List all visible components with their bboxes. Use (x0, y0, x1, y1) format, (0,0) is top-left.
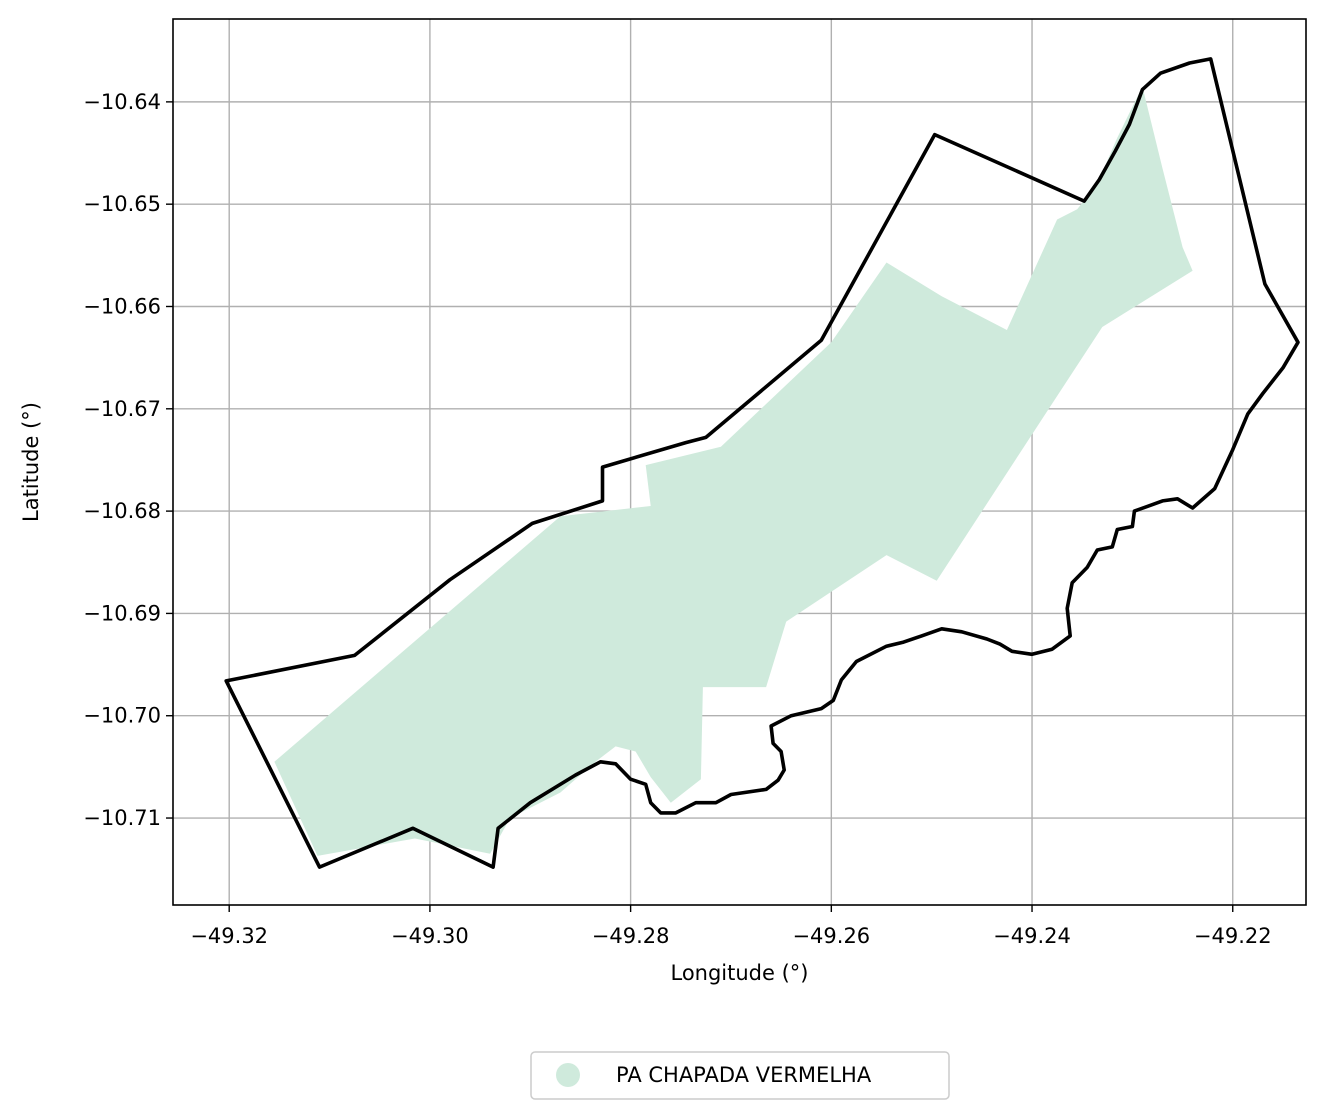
y-tick-label: −10.70 (83, 704, 161, 728)
y-tick-label: −10.66 (83, 294, 161, 318)
gridlines (173, 19, 1306, 905)
y-tick-label: −10.64 (83, 90, 161, 114)
y-axis-title: Latitude (°) (19, 402, 43, 522)
legend-box (530, 1051, 950, 1100)
y-tick-label: −10.71 (83, 806, 161, 830)
x-tick-label: −49.30 (391, 924, 469, 948)
plot-area-frame (172, 18, 1307, 906)
x-tick-label: −49.28 (592, 924, 670, 948)
legend: PA CHAPADA VERMELHA (530, 1051, 950, 1100)
settlement-area-polygon (274, 86, 1193, 856)
x-tick-label: −49.24 (993, 924, 1071, 948)
map-layers (224, 57, 1300, 869)
x-axis-title: Longitude (°) (670, 961, 808, 985)
y-tick-label: −10.68 (83, 499, 161, 523)
legend-marker-pa-chapada-vermelha (556, 1063, 580, 1087)
x-tick-label: −49.32 (190, 924, 268, 948)
y-tick-label: −10.67 (83, 397, 161, 421)
legend-label-pa-chapada-vermelha: PA CHAPADA VERMELHA (616, 1063, 872, 1087)
x-tick-label: −49.26 (792, 924, 870, 948)
boundary-outline (224, 57, 1300, 869)
axis-ticks: −49.32 −49.30 −49.28 −49.26 −49.24 −49.22 −10.… (83, 90, 1271, 948)
y-tick-label: −10.65 (83, 192, 161, 216)
x-tick-label: −49.22 (1194, 924, 1272, 948)
y-tick-label: −10.69 (83, 601, 161, 625)
